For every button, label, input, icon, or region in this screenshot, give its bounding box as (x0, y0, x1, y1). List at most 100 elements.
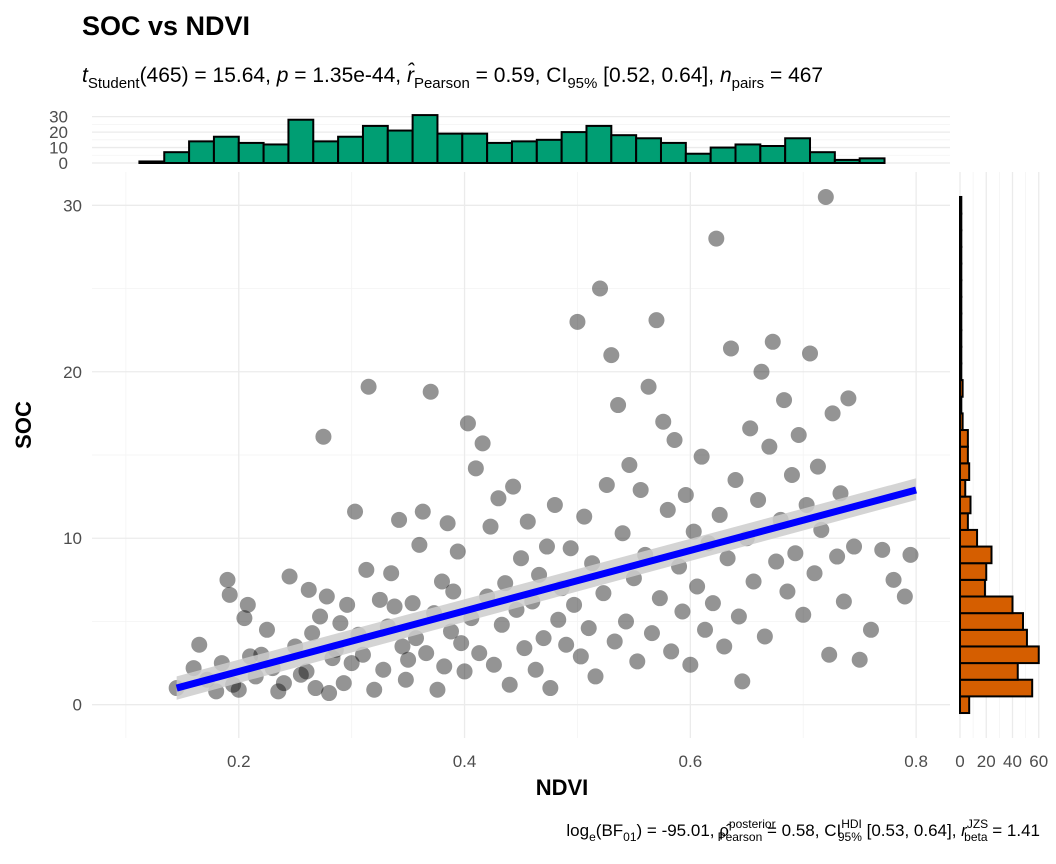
data-point (239, 596, 256, 613)
data-point (614, 525, 631, 542)
data-point (795, 606, 812, 623)
right-hist-bar (959, 612, 1024, 631)
data-point (711, 506, 728, 523)
data-point (542, 680, 559, 697)
main-panel: 0.2 0.4 0.6 0.8 0 10 20 30 (63, 172, 950, 771)
data-point (722, 340, 739, 357)
data-point (734, 673, 751, 690)
top-hist-bar (436, 132, 464, 165)
right-hist-bar (959, 562, 988, 581)
top-hist-bar (784, 137, 812, 164)
top-hist-bar (486, 141, 513, 164)
right-hist-bar (959, 245, 963, 265)
top-hist-bar (237, 141, 265, 164)
data-point (535, 630, 552, 647)
data-point (674, 603, 691, 620)
data-point (550, 611, 567, 628)
data-point (606, 633, 623, 650)
data-point (621, 456, 638, 473)
data-point (474, 435, 491, 452)
data-point (516, 640, 533, 657)
top-hist-bar (287, 118, 315, 164)
right-hist-bar (959, 462, 971, 481)
data-point (617, 613, 634, 630)
top-hist-bar (163, 151, 191, 165)
subtitle-n: n (720, 64, 732, 87)
right-hist-bar (959, 645, 1040, 665)
data-point (433, 573, 450, 590)
data-point (697, 621, 714, 638)
data-point (354, 646, 371, 663)
right-hist-bar (959, 395, 963, 415)
right-hist-bar (959, 478, 967, 498)
caption-sub-pearson: Pearson (718, 830, 763, 844)
caption-sup-jzs: JZS (967, 817, 988, 831)
data-point (764, 333, 781, 350)
data-point (459, 415, 476, 432)
caption-sup-posterior: posterior (729, 817, 776, 831)
y-tick-label: 10 (63, 529, 82, 548)
regression-line (175, 486, 918, 692)
data-point (761, 438, 778, 455)
data-point (497, 575, 514, 592)
data-point (456, 663, 473, 680)
top-hist-bar (833, 158, 861, 164)
data-point (505, 478, 522, 495)
top-hist-tick-label: 30 (49, 108, 68, 127)
right-hist-bar (959, 212, 963, 232)
top-hist-bar (138, 160, 166, 164)
top-hist-bar (411, 114, 439, 165)
right-hist-bar (959, 412, 964, 432)
data-point (753, 363, 770, 380)
x-tick-label: 0.6 (679, 752, 703, 771)
data-point (418, 645, 435, 662)
data-point (587, 668, 604, 685)
data-point (817, 188, 834, 205)
data-point (569, 313, 586, 330)
data-point (776, 392, 793, 409)
top-hist-bar (560, 131, 588, 165)
top-hist-bar (709, 146, 737, 165)
caption-text: ) = -95.01, (637, 821, 720, 840)
top-hist-bar (510, 140, 538, 164)
data-point (386, 598, 403, 615)
right-histogram: 0 20 40 60 (955, 172, 1048, 771)
data-point (896, 588, 913, 605)
right-hist-bar (959, 445, 969, 465)
right-hist-bar (959, 345, 963, 365)
caption-sub-95: 95% (838, 830, 862, 844)
data-point (851, 651, 868, 668)
data-point (400, 651, 417, 668)
data-point (824, 405, 841, 422)
subtitle-t: t (82, 64, 89, 87)
right-hist-bar (959, 429, 969, 448)
data-point (538, 538, 555, 555)
data-point (281, 568, 298, 585)
data-point (756, 628, 773, 645)
right-hist-bar (959, 495, 972, 515)
chart-subtitle: tStudent(465) = 15.64, p = 1.35e-44, r̂P… (82, 63, 823, 92)
data-point (862, 621, 879, 638)
data-point (708, 230, 725, 247)
subtitle-sub-pairs: pairs (732, 75, 765, 92)
data-point (802, 345, 819, 362)
right-hist-bar (959, 545, 993, 565)
data-point (527, 661, 544, 678)
chart-caption: loge(BF01) = -95.01, ρ̂posterior Pearson … (566, 817, 1040, 844)
x-axis-title: NDVI (536, 775, 589, 800)
subtitle-text: = 0.59, CI (470, 64, 567, 87)
top-hist-bar (809, 151, 836, 165)
data-point (343, 655, 360, 672)
top-hist-bar (361, 124, 389, 164)
caption-text: = 0.58, CI (762, 821, 841, 840)
caption-sub-e: e (589, 830, 596, 844)
top-hist-bar (585, 124, 613, 164)
data-point (300, 581, 317, 598)
top-hist-bar (312, 140, 340, 164)
subtitle-r: r̂ (407, 63, 415, 87)
data-point (659, 501, 676, 518)
data-point (258, 621, 275, 638)
data-point (318, 588, 335, 605)
right-hist-tick-label: 40 (1003, 752, 1022, 771)
data-point (806, 565, 823, 582)
